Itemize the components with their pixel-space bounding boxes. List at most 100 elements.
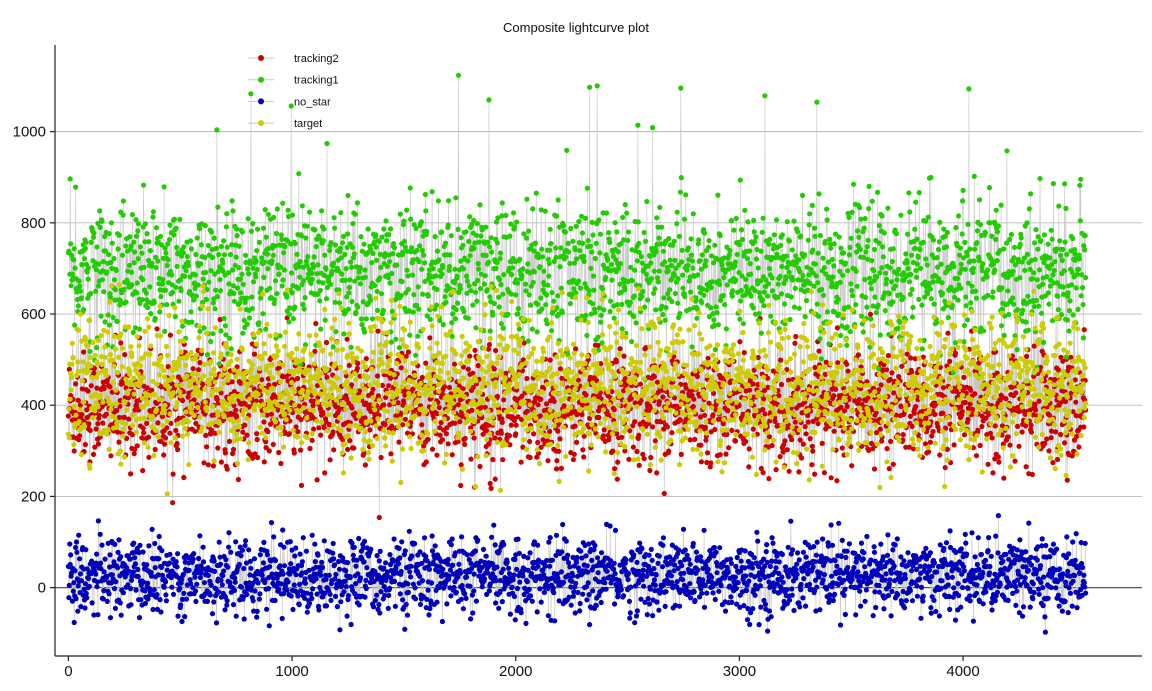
- point-tracking2: [572, 423, 578, 429]
- point-tracking2: [755, 354, 761, 361]
- point-tracking1: [202, 223, 208, 229]
- point-tracking2: [375, 328, 381, 334]
- point-no-star: [175, 613, 181, 619]
- point-tracking1: [874, 274, 880, 280]
- point-no-star: [224, 602, 230, 608]
- series-points: [65, 72, 1089, 635]
- point-tracking1: [543, 302, 549, 308]
- point-tracking2: [492, 435, 498, 441]
- point-tracking1: [699, 252, 705, 258]
- point-tracking1: [939, 290, 946, 296]
- point-tracking1: [661, 295, 667, 301]
- point-tracking1: [559, 309, 565, 316]
- point-tracking1: [553, 245, 559, 251]
- point-tracking1: [603, 274, 609, 280]
- point-tracking1: [965, 221, 971, 227]
- point-tracking1: [596, 305, 603, 311]
- point-tracking2: [553, 466, 560, 472]
- point-tracking1: [189, 319, 195, 325]
- point-tracking1: [1004, 148, 1010, 154]
- point-tracking2: [94, 385, 100, 391]
- point-tracking1: [448, 233, 454, 239]
- point-tracking2: [513, 422, 519, 428]
- point-tracking1: [635, 122, 641, 128]
- point-tracking2: [140, 468, 146, 474]
- point-tracking2: [786, 377, 792, 383]
- point-tracking1: [1041, 339, 1047, 345]
- point-tracking1: [173, 225, 179, 231]
- point-tracking2: [535, 402, 541, 408]
- point-tracking2: [132, 446, 138, 453]
- point-no-star: [190, 556, 196, 562]
- point-tracking2: [224, 466, 230, 472]
- point-tracking2: [985, 461, 991, 467]
- point-tracking2: [154, 326, 160, 332]
- point-tracking1: [383, 218, 389, 224]
- point-tracking2: [650, 424, 656, 430]
- point-tracking1: [109, 240, 115, 246]
- point-tracking2: [828, 475, 834, 481]
- point-tracking2: [937, 452, 943, 458]
- point-tracking2: [652, 438, 658, 444]
- point-tracking2: [823, 426, 829, 432]
- point-tracking1: [197, 328, 203, 334]
- point-tracking1: [151, 299, 157, 305]
- point-no-star: [241, 565, 247, 572]
- point-tracking2: [792, 419, 798, 425]
- point-tracking1: [916, 190, 922, 196]
- point-tracking1: [625, 229, 632, 235]
- point-tracking1: [111, 277, 118, 283]
- point-tracking1: [289, 270, 295, 276]
- point-tracking1: [465, 315, 471, 321]
- point-tracking1: [769, 275, 775, 281]
- point-tracking1: [1024, 251, 1031, 257]
- point-tracking2: [600, 433, 607, 439]
- point-tracking1: [525, 338, 531, 344]
- point-tracking1: [578, 285, 584, 291]
- point-tracking1: [414, 247, 420, 253]
- point-tracking2: [398, 365, 404, 371]
- point-tracking1: [910, 304, 916, 310]
- point-tracking1: [709, 279, 715, 285]
- point-tracking2: [79, 412, 85, 418]
- point-tracking1: [183, 268, 189, 274]
- point-tracking1: [592, 309, 598, 316]
- point-tracking1: [943, 244, 950, 250]
- point-tracking2: [423, 459, 429, 465]
- point-tracking1: [750, 305, 756, 311]
- point-tracking1: [1006, 311, 1012, 318]
- point-tracking1: [147, 284, 153, 290]
- point-tracking2: [724, 431, 730, 437]
- point-tracking2: [475, 363, 481, 369]
- point-tracking2: [845, 368, 851, 374]
- point-tracking2: [344, 396, 350, 402]
- point-tracking1: [1077, 182, 1083, 188]
- point-tracking2: [778, 381, 785, 388]
- point-tracking1: [419, 247, 425, 254]
- point-tracking1: [1060, 246, 1066, 252]
- point-no-star: [239, 547, 245, 553]
- point-tracking1: [332, 242, 339, 248]
- point-tracking2: [581, 454, 587, 460]
- point-tracking1: [1063, 354, 1069, 360]
- point-tracking1: [701, 230, 708, 236]
- point-tracking1: [544, 292, 550, 298]
- point-tracking1: [767, 236, 773, 242]
- point-tracking2: [940, 410, 946, 416]
- point-tracking2: [170, 500, 176, 506]
- point-tracking1: [1080, 335, 1086, 341]
- point-tracking2: [503, 370, 509, 376]
- point-tracking2: [242, 422, 248, 428]
- point-tracking2: [114, 407, 120, 414]
- point-tracking1: [905, 231, 911, 237]
- point-tracking1: [813, 273, 819, 279]
- point-tracking1: [141, 264, 147, 270]
- point-tracking2: [636, 462, 642, 468]
- point-tracking2: [81, 349, 87, 355]
- point-tracking2: [769, 442, 775, 449]
- point-tracking1: [1062, 181, 1068, 187]
- point-tracking1: [766, 266, 773, 272]
- point-tracking1: [421, 260, 428, 266]
- point-tracking1: [105, 312, 111, 318]
